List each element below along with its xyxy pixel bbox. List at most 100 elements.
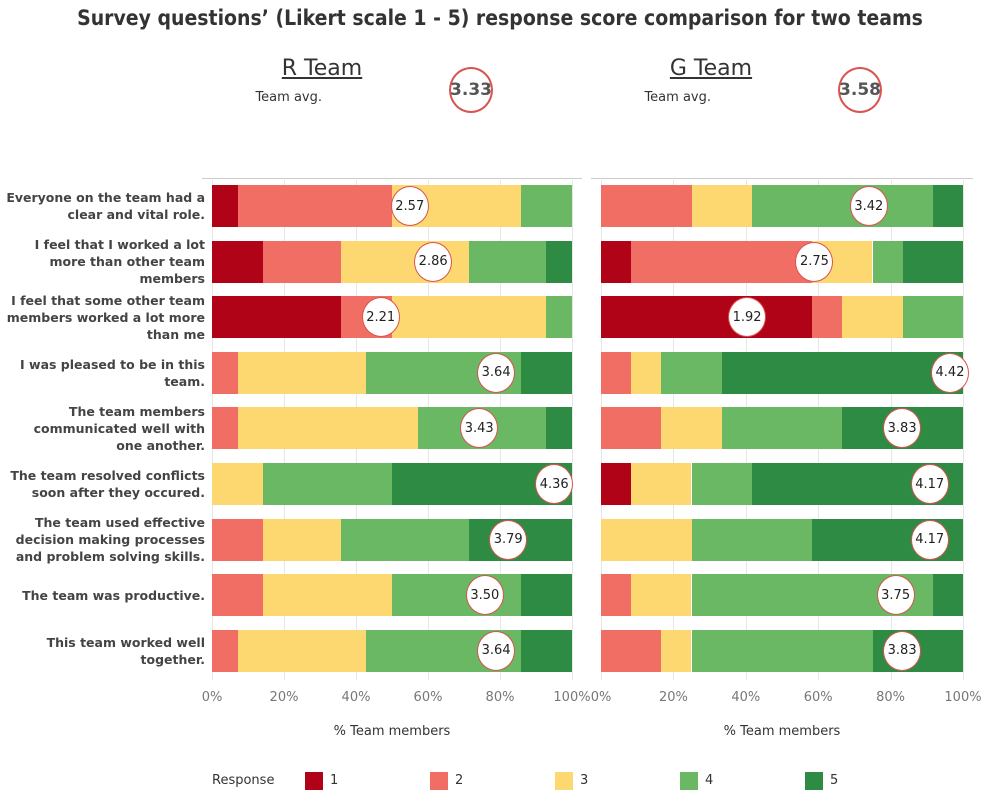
bar-segment: [520, 185, 572, 227]
bar-segment: [546, 240, 572, 283]
legend-label: 5: [830, 773, 839, 788]
bar-segment: [212, 463, 264, 505]
x-tick-label: 20%: [658, 690, 688, 705]
category-label: The team resolved conflicts soon after t…: [10, 468, 205, 500]
legend-label: 3: [580, 773, 589, 788]
bar-segment: [392, 296, 547, 339]
category-label: This team worked well together.: [46, 634, 205, 667]
legend-label: 4: [705, 773, 714, 788]
score-marker: 4.42: [931, 352, 969, 393]
bar-segment: [932, 574, 963, 617]
bar-segment: [263, 574, 392, 617]
x-tick-label: 60%: [413, 690, 443, 705]
score-marker: 2.57: [390, 186, 429, 226]
x-tick-label: 20%: [269, 690, 299, 705]
score-marker: 3.42: [849, 186, 888, 226]
team-title: G Team: [669, 56, 753, 81]
bar-segment: [601, 518, 692, 561]
bar-segment: [546, 296, 572, 339]
x-tick-label: 100%: [553, 690, 591, 705]
score-marker: 3.64: [477, 630, 516, 671]
bar-segment: [601, 296, 813, 339]
panel-top: [202, 178, 582, 179]
bar-segment: [212, 240, 264, 283]
bar-segment: [520, 629, 572, 672]
avg-label: Team avg.: [255, 90, 322, 105]
bar-segment: [520, 574, 572, 617]
score-marker: 3.50: [465, 575, 504, 616]
score-marker: 3.79: [489, 519, 528, 560]
page-title: Survey questions’ (Likert scale 1 - 5) r…: [77, 6, 923, 30]
legend-swatch: [430, 772, 448, 790]
bar-segment: [842, 296, 903, 339]
panel-top: [591, 178, 973, 179]
bar-segment: [263, 240, 341, 283]
bar-segment: [691, 185, 752, 227]
bar-segment: [237, 185, 392, 227]
score-marker: 3.43: [460, 408, 499, 449]
bar-segment: [263, 463, 392, 505]
bar-segment: [631, 574, 692, 617]
category-label: The team members communicated well with …: [33, 403, 205, 453]
bar-segment: [691, 518, 813, 561]
bar-segment: [212, 574, 264, 617]
score-marker: 1.92: [728, 297, 767, 338]
team-average: 3.58: [838, 67, 882, 113]
bar-segment: [237, 629, 367, 672]
score-marker: 3.75: [876, 575, 915, 616]
bar-segment: [601, 351, 632, 394]
legend-label: 1: [330, 773, 339, 788]
bar-segment: [902, 240, 963, 283]
x-tick-label: 0%: [201, 690, 223, 705]
bar-segment: [212, 518, 264, 561]
category-label: I was pleased to be in this team.: [20, 356, 205, 389]
x-tick-label: 40%: [731, 690, 761, 705]
category-label: I feel that I worked a lot more than oth…: [34, 237, 205, 287]
score-marker: 3.83: [883, 630, 922, 671]
bar-segment: [661, 629, 692, 672]
score-marker: 2.86: [414, 241, 453, 282]
legend-swatch: [680, 772, 698, 790]
bar-segment: [601, 407, 662, 450]
bar-segment: [237, 407, 418, 450]
legend-label: 2: [455, 773, 464, 788]
bar-segment: [812, 296, 843, 339]
grid-line: [572, 180, 573, 680]
legend-swatch: [805, 772, 823, 790]
x-tick-label: 80%: [876, 690, 906, 705]
bar-segment: [212, 185, 238, 227]
bar-segment: [631, 463, 692, 505]
bar-segment: [691, 463, 752, 505]
score-marker: 4.36: [535, 464, 574, 504]
bar-segment: [661, 407, 722, 450]
score-marker: 4.17: [910, 464, 949, 504]
bar-segment: [932, 185, 963, 227]
bar-segment: [469, 240, 547, 283]
x-tick-label: 0%: [590, 690, 612, 705]
bar-segment: [601, 629, 662, 672]
legend-title: Response: [212, 773, 275, 788]
bar-segment: [601, 574, 632, 617]
bar-segment: [661, 351, 722, 394]
x-tick-label: 40%: [341, 690, 371, 705]
category-label: The team was productive.: [22, 587, 205, 603]
bar-segment: [601, 463, 632, 505]
bar-segment: [691, 629, 873, 672]
bar-segment: [631, 240, 813, 283]
x-axis-label: % Team members: [723, 724, 841, 739]
score-marker: 2.75: [795, 241, 834, 282]
bar-segment: [263, 518, 341, 561]
score-marker: 3.83: [883, 408, 922, 449]
legend-swatch: [305, 772, 323, 790]
category-label: The team used effective decision making …: [15, 515, 205, 565]
legend-swatch: [555, 772, 573, 790]
bar-segment: [601, 185, 692, 227]
score-marker: 2.21: [361, 297, 400, 338]
bar-segment: [721, 351, 963, 394]
team-average: 3.33: [449, 67, 493, 113]
x-tick-label: 80%: [485, 690, 515, 705]
score-marker: 4.17: [910, 519, 949, 560]
bar-segment: [237, 351, 367, 394]
bar-segment: [340, 518, 470, 561]
